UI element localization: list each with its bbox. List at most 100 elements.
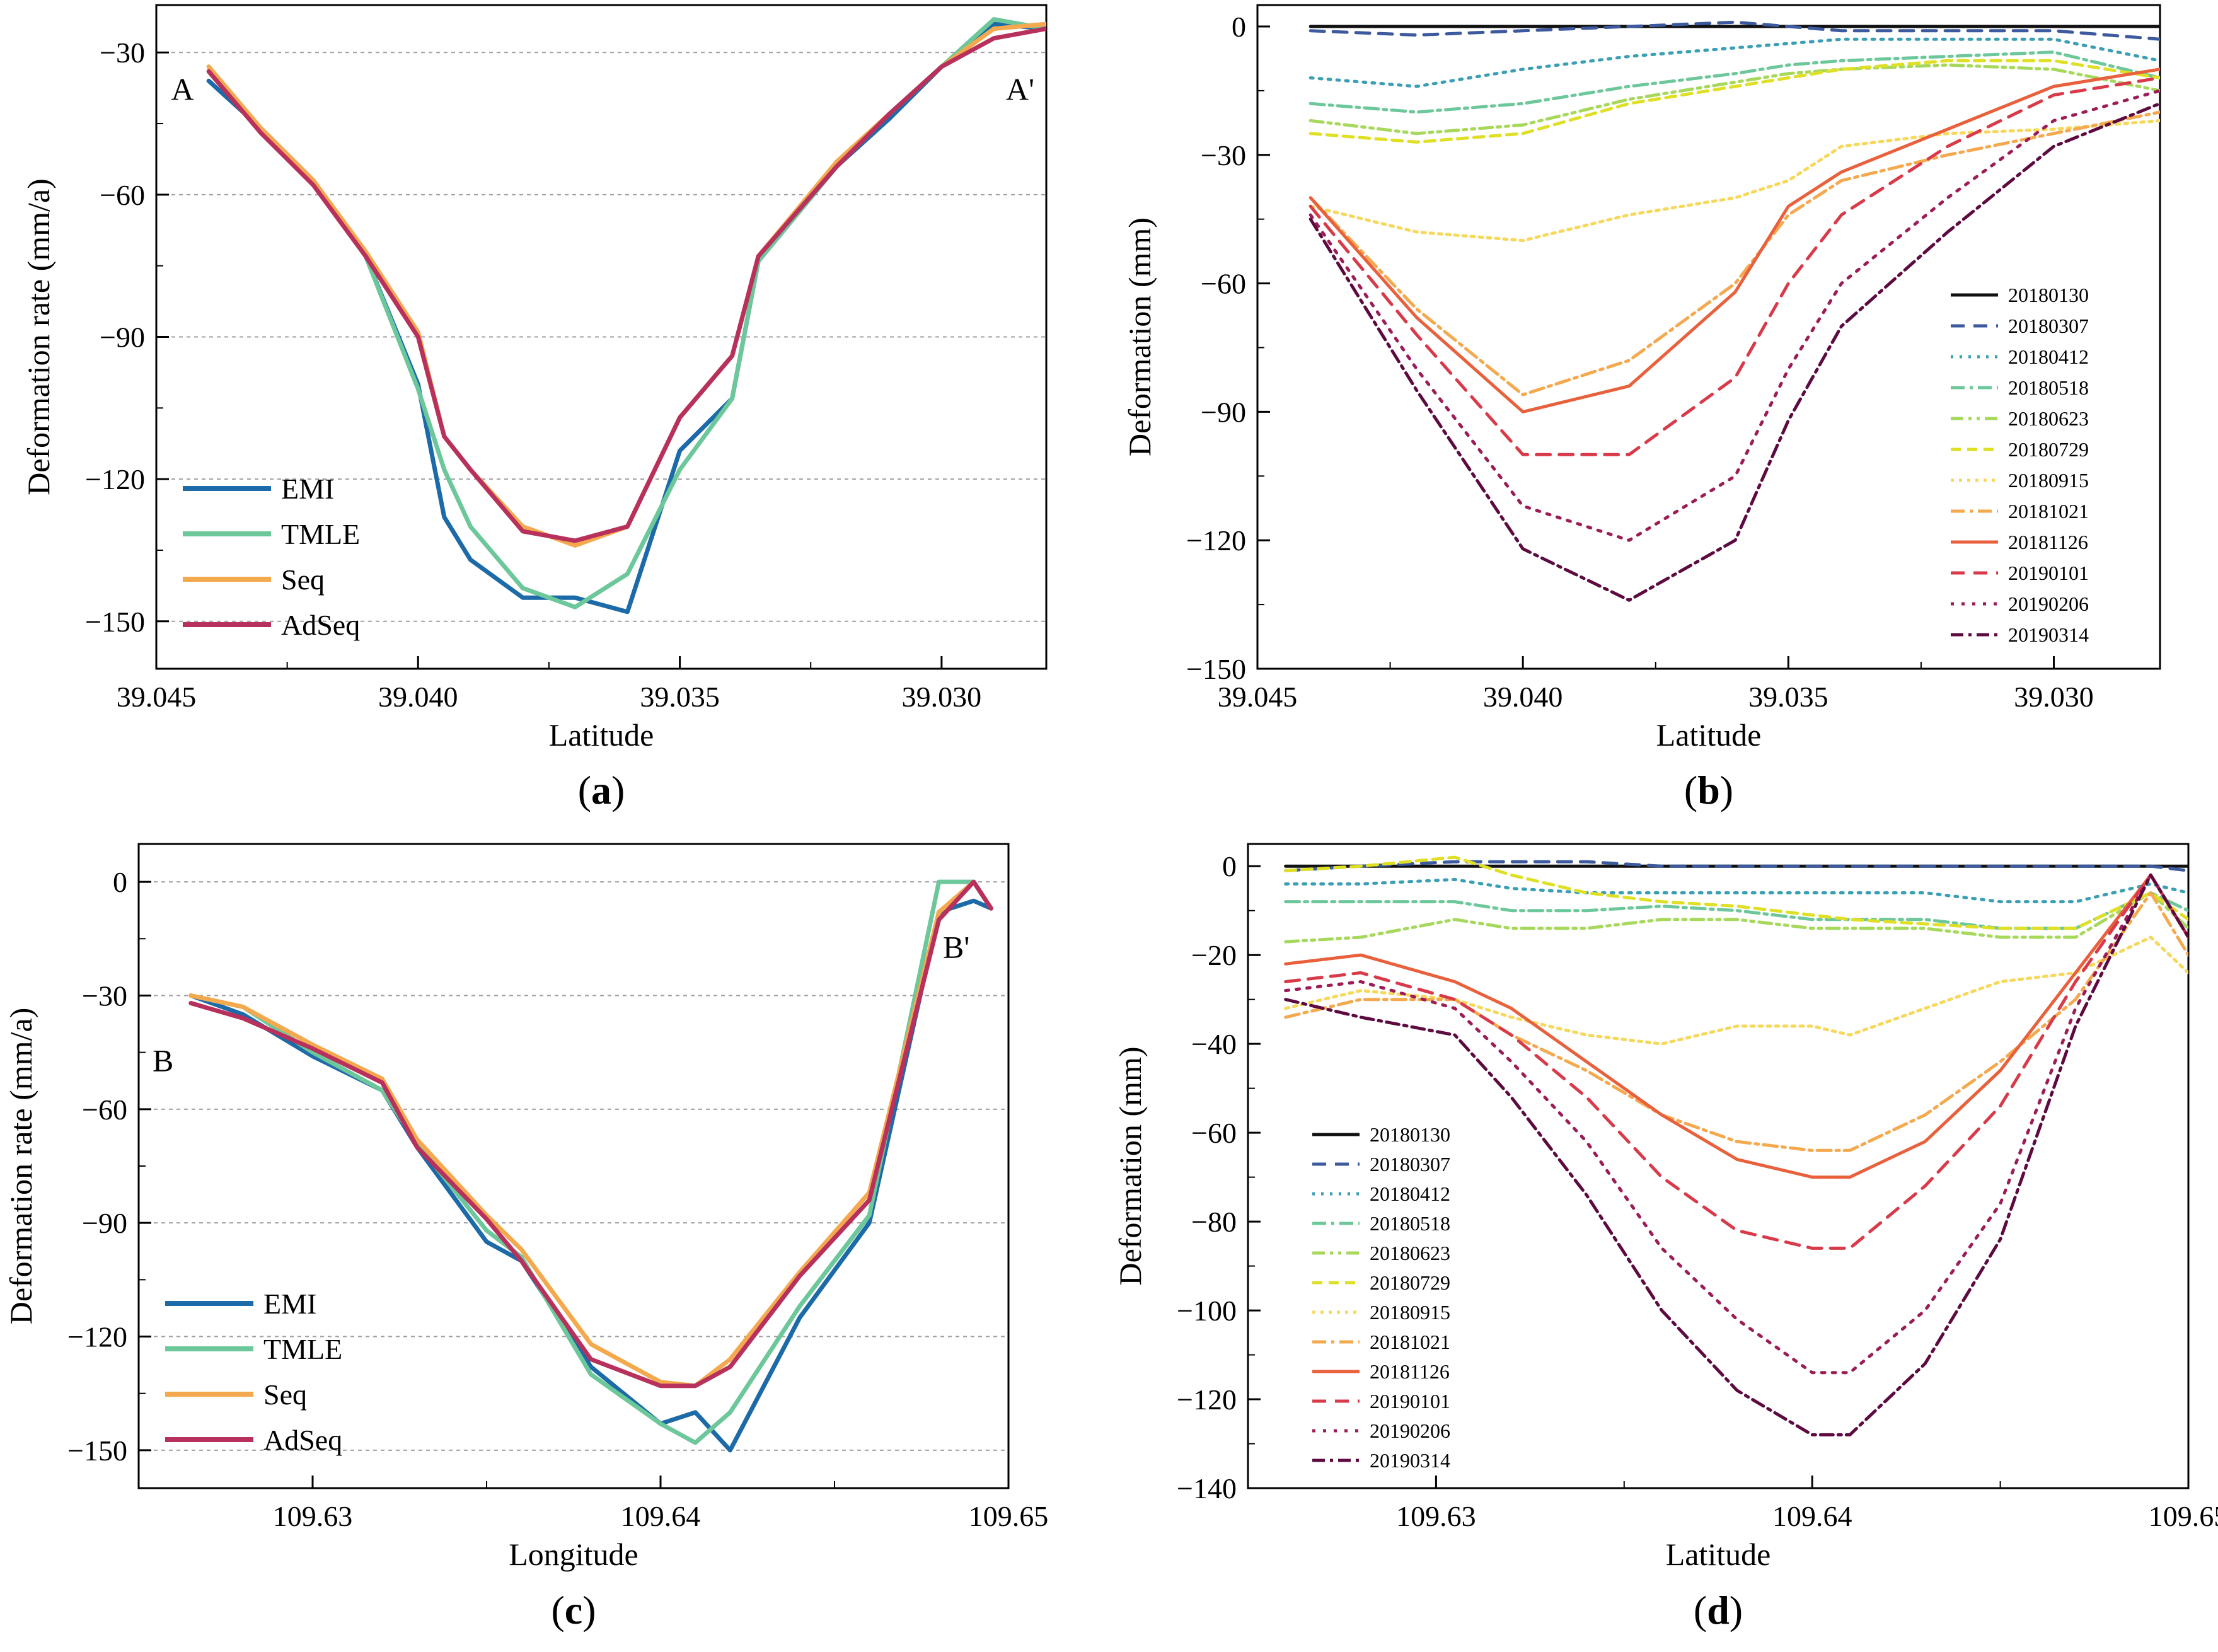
legend-entry: 20181126 xyxy=(2008,531,2088,553)
series-line-20180412 xyxy=(1284,877,2188,904)
y-tick-label: −80 xyxy=(1191,1206,1237,1238)
series-line-20180623 xyxy=(1284,891,2188,944)
legend-entry: 20180915 xyxy=(2008,469,2089,492)
legend-entry: 20180518 xyxy=(2008,376,2089,399)
legend-entry: EMI xyxy=(263,1288,316,1320)
x-tick-label: 109.64 xyxy=(621,1500,701,1532)
legend-entry: 20190206 xyxy=(1370,1419,1450,1442)
section-endpoint-label: A xyxy=(171,71,193,107)
x-tick-label: 109.65 xyxy=(969,1500,1049,1532)
x-tick-label: 109.63 xyxy=(1396,1500,1476,1532)
x-tick-label: 39.030 xyxy=(2014,681,2094,713)
legend-entry: 20180729 xyxy=(1370,1271,1450,1294)
plot-frame xyxy=(1247,843,2190,1489)
legend-entry: 20190101 xyxy=(1370,1390,1450,1412)
y-tick-label: −90 xyxy=(82,1207,127,1239)
y-tick-label: −140 xyxy=(1177,1472,1237,1505)
legend-entry: 20180412 xyxy=(2008,345,2089,368)
series-line-20190206 xyxy=(1284,873,2188,1375)
legend-entry: Seq xyxy=(263,1378,307,1411)
section-endpoint-label: A' xyxy=(1006,71,1034,107)
y-axis-label: Deformation rate (mm/a) xyxy=(3,1008,38,1325)
panel-letter: a xyxy=(591,768,611,812)
x-tick-label: 39.045 xyxy=(117,681,197,713)
x-axis-label: Latitude xyxy=(549,717,654,753)
panel-paren-open: ( xyxy=(1684,768,1697,812)
panel-paren-close: ) xyxy=(611,768,625,812)
section-endpoint-label: B xyxy=(153,1043,173,1078)
panel-paren-open: ( xyxy=(551,1588,564,1632)
legend-entry: 20181021 xyxy=(2008,500,2089,523)
series-line-AdSeq xyxy=(188,879,993,1389)
legend: 20180130 20180307 20180412 20180518 20180623… xyxy=(1312,1123,1450,1472)
panel-paren-close: ) xyxy=(1730,1588,1743,1632)
series-line-20180518 xyxy=(1308,50,2160,114)
legend-entry: TMLE xyxy=(281,518,360,550)
series-group xyxy=(206,17,1046,615)
y-tick-label: −30 xyxy=(1201,139,1246,171)
y-tick-label: −60 xyxy=(1201,268,1246,300)
legend-entry: 20180623 xyxy=(2008,407,2089,430)
y-tick-label: −120 xyxy=(1186,524,1246,557)
x-axis-label: Latitude xyxy=(1666,1537,1771,1572)
legend-entry: 20180915 xyxy=(1370,1301,1450,1324)
series-line-20190206 xyxy=(1308,89,2160,542)
panel-label: (d) xyxy=(1694,1588,1743,1632)
legend-entry: 20180307 xyxy=(2008,315,2089,337)
x-tick-label: 109.65 xyxy=(2149,1500,2218,1532)
legend-entry: TMLE xyxy=(263,1333,342,1365)
y-tick-label: −90 xyxy=(100,321,145,354)
legend-entry: 20180729 xyxy=(2008,438,2089,461)
x-tick-label: 39.035 xyxy=(640,681,720,713)
panel-letter: d xyxy=(1707,1588,1730,1632)
series-line-20190101 xyxy=(1284,873,2188,1250)
y-tick-label: −100 xyxy=(1177,1295,1237,1327)
legend-entry: 20190206 xyxy=(2008,592,2089,615)
y-tick-label: 0 xyxy=(113,866,127,898)
series-line-20181126 xyxy=(1308,67,2160,413)
x-tick-label: 39.040 xyxy=(1483,681,1563,713)
panel-paren-close: ) xyxy=(582,1588,596,1632)
series-line-EMI xyxy=(188,898,993,1453)
series-line-20180623 xyxy=(1308,63,2160,136)
series-line-20180729 xyxy=(1308,59,2160,144)
legend-entry: 20180130 xyxy=(1370,1123,1450,1146)
panel-paren-open: ( xyxy=(578,768,591,812)
legend-entry: 20180130 xyxy=(2008,284,2089,306)
panel-label: (a) xyxy=(578,768,625,812)
panel-letter: c xyxy=(565,1588,582,1632)
series-line-AdSeq xyxy=(206,26,1046,543)
y-axis-label: Deformation (mm) xyxy=(1112,1046,1148,1285)
panel-label: (b) xyxy=(1684,768,1733,812)
series-line-20190314 xyxy=(1284,873,2188,1436)
y-tick-label: −120 xyxy=(1177,1383,1237,1416)
x-tick-label: 39.040 xyxy=(378,681,458,713)
y-tick-label: −30 xyxy=(82,979,127,1012)
y-tick-label: −120 xyxy=(67,1321,127,1353)
y-tick-label: −150 xyxy=(1186,653,1246,685)
legend-entry: EMI xyxy=(281,473,334,505)
y-tick-label: −150 xyxy=(67,1435,127,1467)
y-axis-label: Deformation (mm) xyxy=(1122,217,1157,456)
legend: EMI TMLE Seq AdSeq xyxy=(183,473,360,641)
series-line-20180729 xyxy=(1284,855,2188,930)
y-tick-label: −60 xyxy=(82,1094,127,1126)
y-tick-label: −60 xyxy=(100,179,145,211)
x-tick-label: 39.035 xyxy=(1748,681,1828,713)
y-tick-label: −20 xyxy=(1191,939,1237,971)
y-tick-label: −30 xyxy=(100,37,145,69)
series-line-20180412 xyxy=(1308,37,2160,88)
series-group xyxy=(188,879,993,1453)
x-axis-label: Longitude xyxy=(509,1537,638,1572)
legend-entry: 20190314 xyxy=(1370,1449,1450,1472)
x-tick-label: 109.63 xyxy=(273,1500,353,1532)
legend-entry: 20190314 xyxy=(2008,623,2089,646)
y-tick-label: −40 xyxy=(1191,1028,1237,1060)
y-tick-label: −60 xyxy=(1191,1117,1237,1149)
series-group xyxy=(1308,20,2160,602)
legend-entry: 20180412 xyxy=(1370,1182,1450,1205)
plot-frame xyxy=(1256,4,2161,670)
legend: EMI TMLE Seq AdSeq xyxy=(165,1288,342,1456)
legend-entry: 20181021 xyxy=(1370,1331,1450,1353)
